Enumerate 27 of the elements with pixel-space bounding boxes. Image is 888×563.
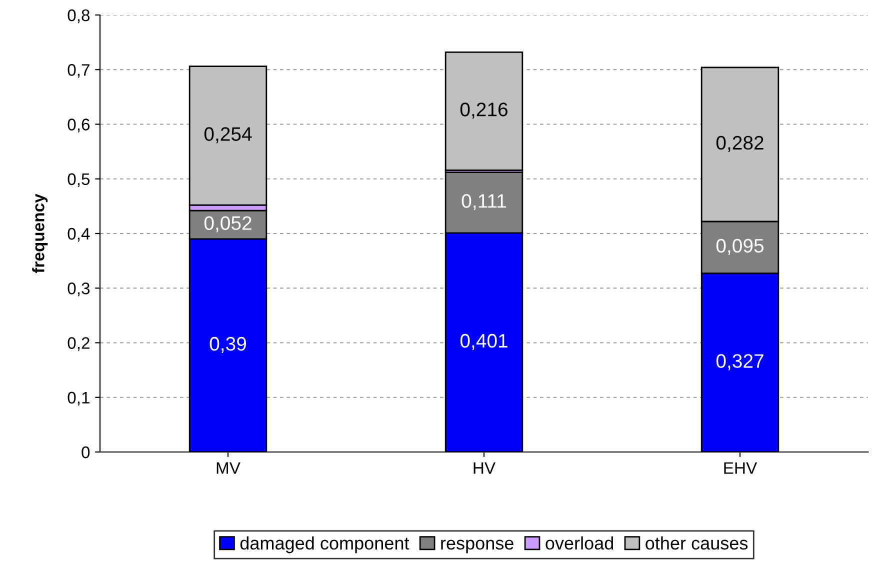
data-label: 0,216	[460, 102, 508, 119]
data-label: 0,401	[460, 334, 508, 350]
legend-label: overload	[546, 536, 614, 550]
data-label: 0,39	[210, 336, 246, 353]
bar	[444, 51, 524, 171]
y-tick-label: 0,2	[68, 337, 90, 351]
x-tick-label: MV	[216, 462, 240, 474]
y-tick-label: 0	[82, 446, 90, 458]
data-label: 0,254	[204, 127, 252, 144]
legend-label: response	[441, 540, 514, 554]
y-tick-label: 0,3	[68, 282, 90, 296]
x-tick-label: EHV	[724, 462, 758, 474]
legend-label: damaged component	[240, 536, 410, 554]
y-tick-label: 0,5	[68, 173, 90, 188]
data-label: 0,111	[462, 194, 506, 210]
data-label: 0,327	[716, 354, 764, 370]
y-tick-label: 0,8	[68, 9, 90, 24]
legend-label: other causes	[646, 536, 748, 550]
y-tick-label: 0,7	[68, 64, 90, 78]
data-label: 0,282	[716, 136, 764, 152]
y-axis-title: frequency	[32, 194, 48, 274]
data-label: 0,052	[204, 216, 252, 232]
x-tick-label: HV	[474, 462, 496, 474]
y-tick-label: 0,1	[68, 392, 90, 406]
data-label: 0,095	[716, 238, 764, 255]
y-tick-label: 0,4	[68, 228, 90, 242]
y-tick-label: 0,6	[68, 118, 90, 132]
